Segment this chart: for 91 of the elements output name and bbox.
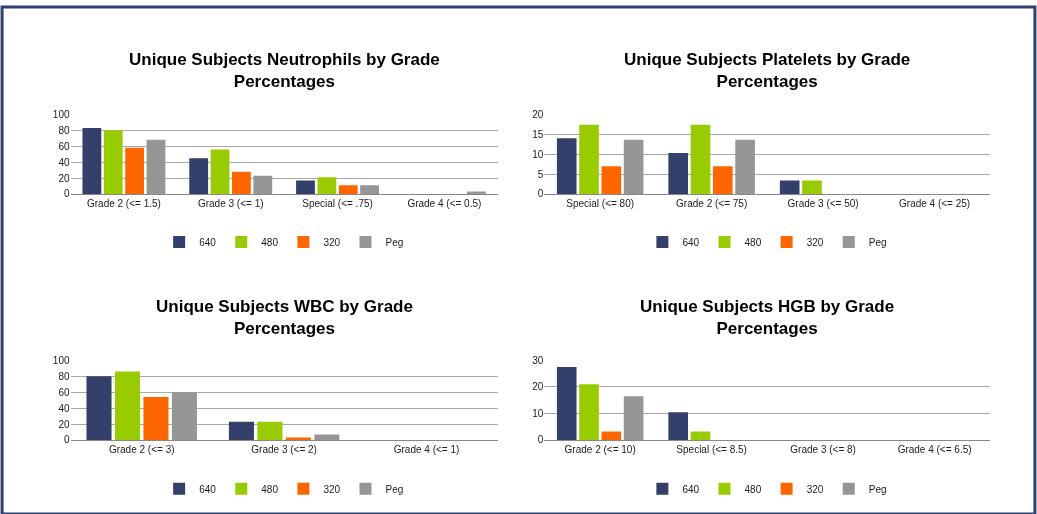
x-tick-label: Grade 2 (<= 3) <box>108 443 175 455</box>
y-tick-label: 80 <box>58 370 70 382</box>
x-tick-label: Special (<= 8.5) <box>676 443 747 455</box>
x-tick-label: Grade 2 (<= 75) <box>676 198 748 209</box>
y-tick-label: 100 <box>52 108 70 120</box>
bar <box>601 431 622 440</box>
legend-label: 640 <box>682 483 700 495</box>
y-tick-label: 15 <box>532 128 544 140</box>
y-tick-label: 10 <box>532 148 544 160</box>
bar <box>317 177 337 194</box>
bar <box>171 392 197 440</box>
y-tick-label: 5 <box>537 168 544 180</box>
x-tick-label: Special (<= 80) <box>566 198 635 209</box>
y-tick-label: 40 <box>58 156 70 168</box>
bar <box>579 124 599 194</box>
chart-title: Unique Subjects Platelets by Grade Percentages <box>624 50 911 92</box>
bar <box>210 149 230 194</box>
x-tick-label: Grade 3 (<= 1) <box>197 198 264 209</box>
legend-label: 320 <box>323 236 341 248</box>
x-tick-label: Grade 4 (<= 25) <box>899 198 971 209</box>
bar <box>712 166 733 194</box>
y-tick-label: 20 <box>532 381 544 393</box>
legend-label: Peg <box>868 483 887 495</box>
bar <box>189 158 209 194</box>
legend-label: Peg <box>868 236 887 248</box>
bar <box>296 180 315 194</box>
bar <box>623 396 644 440</box>
bar <box>338 185 358 194</box>
legend-label: Peg <box>385 483 404 495</box>
bar <box>668 152 688 194</box>
x-tick-label: Grade 3 (<= 8) <box>790 443 856 455</box>
y-tick-label: 100 <box>52 354 70 366</box>
y-tick-label: 20 <box>532 108 544 120</box>
legend-label: 640 <box>199 236 217 248</box>
bar <box>82 127 102 194</box>
bar <box>232 171 251 194</box>
legend-label: 480 <box>261 483 279 495</box>
legend-label: 480 <box>261 236 279 248</box>
y-tick-label: 0 <box>63 188 70 200</box>
y-tick-label: 0 <box>63 434 70 446</box>
y-tick-label: 0 <box>537 434 544 446</box>
chart-title: Unique Subjects WBC by Grade Percentages <box>156 297 413 339</box>
y-tick-label: 60 <box>58 386 70 398</box>
x-tick-label: Grade 4 (<= 6.5) <box>897 443 972 455</box>
bar <box>257 421 283 440</box>
y-tick-label: 20 <box>58 172 70 184</box>
y-tick-label: 60 <box>58 140 70 152</box>
bar <box>314 434 340 440</box>
x-tick-label: Special (<= .75) <box>302 198 373 209</box>
bar <box>114 371 141 440</box>
legend-label: 320 <box>806 483 824 495</box>
legend-label: Peg <box>385 236 404 248</box>
legend-label: 640 <box>199 483 217 495</box>
x-tick-label: Grade 4 (<= 1) <box>393 443 460 455</box>
bar <box>735 139 755 194</box>
bar <box>556 138 577 194</box>
bar <box>601 166 622 194</box>
y-tick-label: 20 <box>58 418 70 430</box>
y-tick-label: 10 <box>532 407 544 419</box>
bar <box>690 431 711 440</box>
bar <box>143 396 169 440</box>
legend-label: 480 <box>744 236 762 248</box>
x-tick-label: Grade 4 (<= 0.5) <box>407 198 482 209</box>
bar <box>556 366 577 440</box>
x-tick-label: Grade 2 (<= 10) <box>564 443 636 455</box>
bar <box>779 180 800 194</box>
bar <box>103 130 123 194</box>
legend-label: 480 <box>744 483 762 495</box>
legend-label: 320 <box>323 483 341 495</box>
bar <box>623 139 644 194</box>
x-tick-label: Grade 3 (<= 2) <box>251 443 317 455</box>
chart-title: Unique Subjects Neutrophils by Grade Percentages <box>129 50 440 92</box>
y-tick-label: 30 <box>532 354 544 366</box>
y-tick-label: 40 <box>58 402 70 414</box>
bar <box>579 384 599 440</box>
legend-label: 640 <box>682 236 700 248</box>
x-tick-label: Grade 2 (<= 1.5) <box>86 198 161 209</box>
bar <box>802 180 822 194</box>
bar <box>146 139 166 194</box>
legend-label: 320 <box>806 236 824 248</box>
bar <box>125 147 145 194</box>
bar <box>228 421 254 440</box>
chart-title: Unique Subjects HGB by Grade Percentages <box>640 297 895 339</box>
bar <box>86 376 112 440</box>
x-tick-label: Grade 3 (<= 50) <box>787 198 859 209</box>
bar <box>690 124 711 194</box>
bar <box>253 175 273 194</box>
y-tick-label: 0 <box>537 188 544 200</box>
bar <box>668 412 688 440</box>
bar <box>360 185 379 194</box>
y-tick-label: 80 <box>58 124 70 136</box>
